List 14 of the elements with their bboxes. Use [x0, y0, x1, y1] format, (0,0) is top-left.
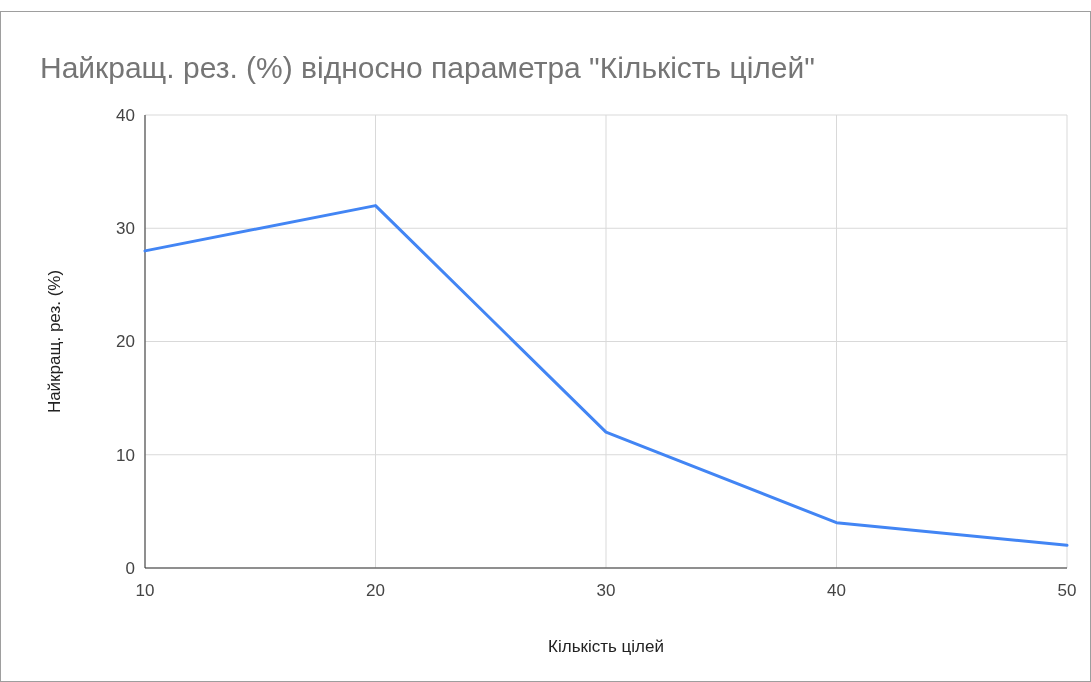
y-tick-label: 20 [116, 332, 135, 352]
x-tick-label: 40 [827, 581, 846, 600]
y-tick-label: 0 [125, 558, 135, 578]
y-axis-title: Найкращ. рез. (%) [45, 269, 64, 414]
y-tick-label: 10 [116, 445, 135, 465]
x-tick-label: 20 [366, 581, 385, 600]
x-axis-title: Кількість цілей [548, 637, 664, 656]
line-series [143, 204, 1069, 547]
chart-title: Найкращ. рез. (%) відносно параметра "Кількість цілей" [40, 51, 815, 84]
x-tick-label: 10 [135, 581, 155, 600]
x-tick-label: 50 [1057, 581, 1077, 600]
y-tick-label: 30 [116, 219, 135, 239]
x-tick-label: 30 [596, 581, 616, 600]
y-tick-label: 40 [116, 105, 135, 125]
